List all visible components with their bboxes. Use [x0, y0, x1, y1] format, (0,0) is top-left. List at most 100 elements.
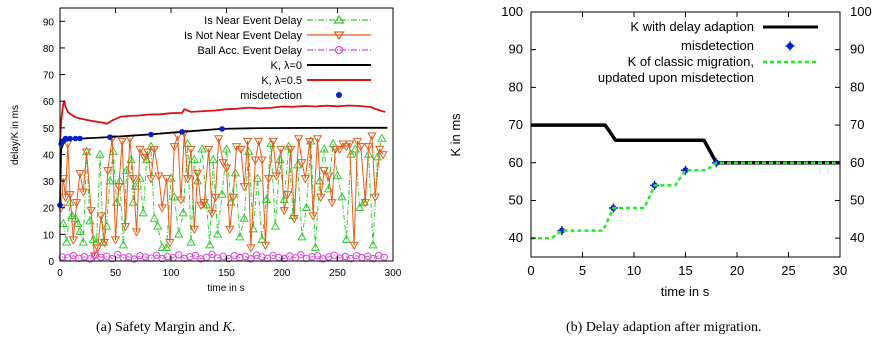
chart-a-series-2-point-7 — [97, 253, 105, 261]
chart-a-series-0-point-40 — [197, 144, 207, 153]
caption-a-var: K — [221, 320, 232, 335]
chart-a-series-1-point-9 — [81, 148, 92, 157]
chart-a-series-1-point-55 — [246, 244, 256, 253]
chart-a-series-1-point-60 — [264, 175, 274, 184]
chart-a-series-1-point-50 — [228, 193, 238, 203]
chart-a-series-2-line — [62, 253, 385, 260]
chart-a-series-1-point-22 — [128, 175, 138, 184]
legend-a-entry-ball: Ball Acc. Event Delay — [197, 45, 371, 57]
chart-a-series-4-line — [59, 100, 386, 144]
chart-a-series-1-point-78 — [330, 145, 340, 155]
chart-a-series-1-point-82 — [345, 140, 355, 149]
chart-a-ytick-label-3: 30 — [43, 177, 55, 188]
chart-a-series-1-point-86 — [360, 199, 370, 208]
chart-a-series-0-point-34 — [174, 229, 184, 238]
chart-a-series-1-point-91 — [378, 151, 388, 160]
legend-b-entry-misdetection: misdetection — [681, 38, 795, 53]
chart-a-series-0-point-68 — [319, 144, 329, 153]
chart-a-series-2-point-49 — [330, 251, 338, 259]
chart-a-series-0-point-53 — [252, 173, 263, 182]
chart-b-ytick-label-2: 60 — [509, 155, 523, 170]
chart-a-series-1-point-40 — [192, 169, 203, 179]
chart-a-series-1-point-2 — [60, 193, 71, 203]
chart-a-series-0-point-7 — [78, 237, 88, 246]
chart-b-y-axis-label: K in ms — [448, 113, 463, 157]
chart-b-xtick-label-6: 30 — [833, 263, 847, 278]
chart-a-series-1-point-14 — [99, 239, 110, 248]
chart-a-series-0-point-16 — [108, 146, 118, 156]
chart-a-series-0-point-57 — [270, 221, 280, 230]
chart-a-series-0-point-39 — [192, 176, 203, 185]
chart-a-series-1-point-89 — [370, 193, 380, 203]
chart-a-series-1-point-64 — [279, 207, 289, 216]
chart-a-series-2-point-10 — [114, 250, 122, 259]
chart-b-ytick-label-5: 90 — [509, 42, 523, 57]
chart-a-xtick-label-0: 0 — [57, 268, 63, 279]
chart-a-series-0-point-42 — [205, 239, 215, 249]
chart-b-xtick-label-2: 10 — [627, 263, 641, 278]
chart-b: 0 5 10 15 20 25 30 40 50 60 70 80 90 100 40 50 60 70 80 9… — [448, 4, 872, 299]
legend-a-entry-k0: K, λ=0 — [271, 60, 371, 72]
chart-a-series-0-point-1 — [62, 237, 72, 246]
chart-a-series-1-point-76 — [323, 172, 334, 181]
chart-a-xtick-label-2: 100 — [163, 268, 180, 279]
chart-a-series-2-point-21 — [175, 251, 183, 259]
chart-a-series-1-point-48 — [221, 164, 232, 173]
legend-b-entry-classic: K of classic migration, updated upon mis… — [598, 54, 818, 85]
chart-a-series-0-point-19 — [118, 239, 128, 249]
chart-a-series-1-point-83 — [349, 241, 359, 251]
chart-a-series-4 — [59, 100, 386, 144]
chart-a-series-1-point-8 — [78, 188, 88, 197]
chart-a-series-1-point-71 — [305, 137, 315, 147]
chart-a-series-2-point-37 — [263, 254, 272, 263]
chart-a-series-1-point-51 — [231, 143, 242, 152]
chart-a-series-2-point-26 — [202, 253, 211, 261]
chart-a-series-1-point-19 — [117, 137, 127, 147]
chart-a-series-1-point-42 — [199, 199, 209, 208]
chart-a-series-0-point-25 — [138, 208, 148, 217]
chart-a-series-0-point-62 — [292, 160, 303, 169]
chart-a-ytick-label-6: 60 — [43, 97, 55, 108]
chart-a-series-1-point-27 — [146, 175, 156, 184]
chart-a-series-1-point-75 — [319, 167, 329, 176]
chart-a-series-1-point-46 — [214, 135, 224, 144]
chart-a-series-1-point-65 — [282, 191, 293, 200]
chart-a-series-1-point-84 — [352, 137, 363, 147]
chart-a-series-1-point-24 — [135, 145, 145, 155]
chart-b-y2tick-label-1: 50 — [850, 192, 864, 207]
caption-b: (b) Delay adaption after migration. — [566, 320, 762, 335]
chart-a-series-1-point-38 — [186, 145, 196, 155]
chart-a-series-1-point-23 — [131, 228, 142, 237]
chart-a-series-0-point-38 — [189, 154, 199, 164]
chart-a-series-2-point-5 — [86, 255, 94, 263]
chart-a-series-1-point-57 — [254, 137, 264, 147]
chart-a-series-2-point-14 — [136, 251, 144, 260]
chart-a-xtick-label-1: 50 — [110, 268, 122, 279]
chart-a-series-0-point-12 — [95, 149, 105, 158]
chart-b-xtick-label-1: 5 — [579, 263, 586, 278]
legend-a-marker-notnear — [333, 31, 345, 41]
chart-a-series-2-point-13 — [130, 255, 139, 263]
chart-a-series-1-point-56 — [250, 156, 261, 165]
legend-a-label-k0: K, λ=0 — [271, 60, 303, 72]
chart-a-series-1-point-53 — [239, 183, 249, 192]
chart-a-series-1-point-68 — [293, 135, 304, 144]
chart-a-series-0-point-52 — [248, 224, 258, 233]
chart-a-series-0-point-37 — [186, 237, 196, 246]
chart-a-series-2-point-46 — [313, 251, 322, 260]
chart-a-series-1-point-43 — [204, 145, 214, 155]
chart-a-series-0-point-81 — [377, 133, 387, 142]
chart-a-series-1-point-63 — [276, 145, 286, 155]
chart-a-series-0-point-0 — [58, 218, 68, 228]
chart-a-series-1-point-41 — [196, 201, 206, 211]
chart-a-series-0-point-63 — [297, 232, 307, 241]
legend-a-entry-k05: K, λ=0.5 — [261, 75, 371, 87]
chart-a-series-5-point-4 — [67, 135, 73, 142]
chart-a-series-1-point-18 — [114, 183, 124, 192]
chart-a: 0 50 100 150 200 250 300 0 10 20 30 40 50 60 70 80 90 t… — [10, 7, 402, 294]
chart-a-series-5-point-6 — [77, 135, 83, 142]
chart-a-x-ticks: 0 50 100 150 200 250 300 — [57, 8, 402, 279]
legend-b-marker-misdetection — [785, 41, 795, 51]
chart-a-series-1-point-4 — [65, 191, 75, 200]
chart-a-series-2-point-24 — [191, 251, 200, 260]
